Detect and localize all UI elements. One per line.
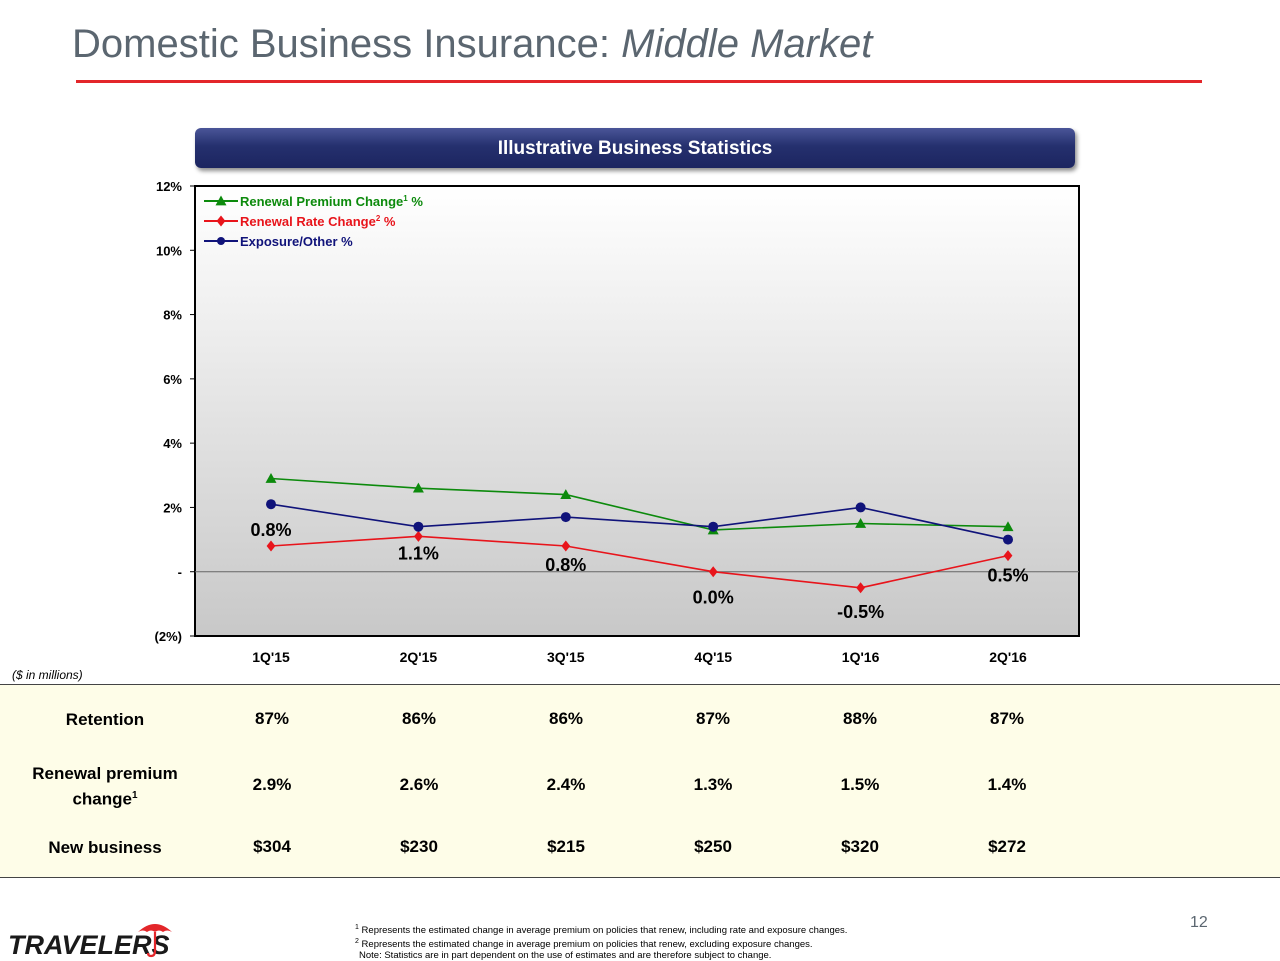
y-tick-label: - [178,565,182,580]
x-tick-label: 2Q'16 [989,649,1027,665]
x-tick-label: 3Q'15 [547,649,585,665]
page-title-italic: Middle Market [621,22,873,66]
table-cell: $230 [400,837,438,856]
x-tick-label: 1Q'15 [252,649,290,665]
line-chart: 12% 10% 8% 6% 4% 2% - (2%) 1Q'15 2Q'15 3Q'15 4Q'15 1… [155,179,1080,665]
data-label: 0.8% [545,555,586,575]
umbrella-icon [138,924,172,958]
x-tick-label: 2Q'15 [400,649,438,665]
legend-label: Renewal Rate Change2 % [240,214,396,229]
table-cell: 1.4% [987,775,1027,794]
data-label: 0.0% [693,588,734,608]
table-cell: $272 [988,837,1026,856]
legend-label: Renewal Premium Change1 % [240,194,423,209]
table-cell: 87% [695,709,731,728]
data-point [266,540,276,552]
data-point [265,473,277,483]
data-point [1003,550,1013,562]
data-point [561,540,571,552]
table-cell: 86% [548,709,584,728]
statistics-table: Retention 87% 86% 86% 87% 88% 87% Renewa… [0,684,1280,878]
y-tick-label: 12% [156,179,182,194]
legend-marker [216,215,226,227]
y-tick-label: 8% [163,308,182,323]
table-cell: 87% [254,709,290,728]
data-label: 0.5% [987,566,1028,586]
travelers-logo: TRAVELERS [8,924,172,958]
x-tick-label: 1Q'16 [842,649,880,665]
table-cell: 1.3% [693,775,733,794]
page-number: 12 [1190,914,1208,931]
legend-marker [215,195,227,206]
table-cell: 2.4% [546,775,586,794]
row-label-line2: change1 [72,789,138,809]
table-cell: $215 [547,837,585,856]
y-tick-label: 4% [163,436,182,451]
data-label: 1.1% [398,543,439,563]
series-line [270,503,1009,541]
data-label: -0.5% [837,602,884,622]
data-point [856,582,865,594]
y-tick-label: (2%) [155,629,182,644]
table-cell: 1.5% [840,775,880,794]
x-tick-label: 4Q'15 [694,649,732,665]
row-label-line1: Renewal premium [32,764,178,783]
data-point [412,482,424,493]
table-cell: 87% [989,709,1025,728]
data-point [413,521,424,532]
footnotes: 1 Represents the estimated change in ave… [355,922,847,961]
legend-label: Exposure/Other % [240,234,353,249]
legend-marker [217,237,225,245]
series-line [270,477,1009,531]
chart-banner: Illustrative Business Statistics [195,128,1075,168]
data-point [1002,521,1014,532]
units-note: ($ in millions) [12,668,83,682]
logo-text: TRAVELERS [8,930,170,958]
page-title-main: Domestic Business Insurance: [72,22,622,66]
y-tick-label: 6% [163,372,182,387]
table-cell: 2.6% [399,775,439,794]
title-divider [76,80,1202,83]
table-cell: $250 [694,837,732,856]
row-label: Renewal premium change1 [0,763,210,811]
data-point [266,499,276,510]
row-label: Retention [65,710,145,729]
footnote-2: 2 Represents the estimated change in ave… [355,938,813,951]
data-point [1003,534,1013,545]
data-point [855,502,866,513]
footnote-note: Note: Statistics are in part dependent o… [359,950,772,961]
table-cell: $320 [841,837,879,856]
plot-area [194,185,1080,637]
page-title: Domestic Business Insurance: Middle Mark… [72,22,872,67]
y-tick-label: 2% [163,500,182,515]
data-point [560,489,572,499]
row-label: New business [48,838,162,857]
table-cell: 88% [842,709,878,728]
table-cell: 2.9% [252,775,292,794]
data-label: 0.8% [250,520,291,540]
y-tick-label: 10% [156,243,182,258]
data-point [855,518,867,528]
table-cell: $304 [253,837,291,856]
table-cell: 86% [401,709,437,728]
data-point [560,512,571,523]
data-point [414,530,423,542]
series-line [270,535,1009,589]
data-point [708,566,718,578]
data-point [708,521,719,532]
footnote-1: 1 Represents the estimated change in ave… [355,924,848,937]
